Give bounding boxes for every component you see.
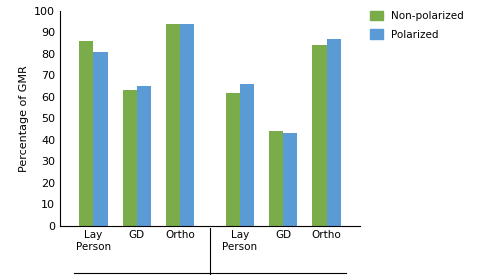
Bar — [226, 92, 240, 226]
Bar — [269, 131, 283, 225]
Bar — [137, 86, 151, 226]
Bar — [312, 45, 326, 225]
Bar — [122, 90, 137, 226]
Bar — [94, 52, 108, 226]
Y-axis label: Percentage of GMR: Percentage of GMR — [18, 65, 28, 172]
Bar — [79, 41, 94, 225]
Bar — [283, 133, 298, 226]
Bar — [326, 39, 341, 226]
Legend: Non-polarized, Polarized: Non-polarized, Polarized — [370, 11, 464, 40]
Bar — [166, 24, 180, 226]
Bar — [240, 84, 254, 225]
Bar — [180, 24, 194, 226]
